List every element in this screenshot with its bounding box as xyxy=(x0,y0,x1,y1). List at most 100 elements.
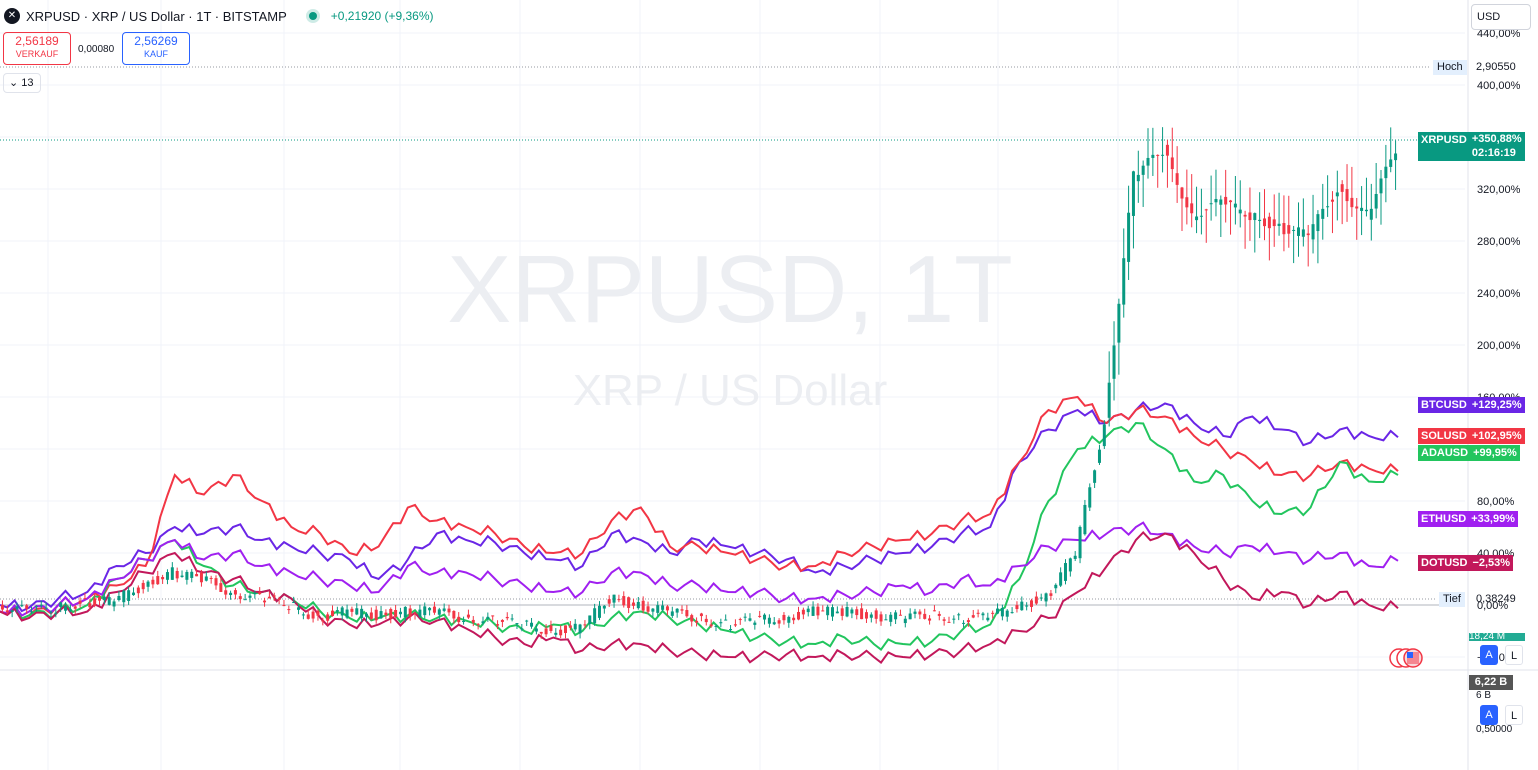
candle-body xyxy=(471,619,475,623)
candle-body xyxy=(675,608,679,613)
candle-body xyxy=(641,600,645,611)
candle-body xyxy=(408,608,412,617)
candle-body xyxy=(1165,144,1169,156)
log-scale-button-2[interactable]: L xyxy=(1505,705,1523,725)
candle-body xyxy=(903,618,907,624)
candle-body xyxy=(593,608,597,624)
candle-body xyxy=(918,611,922,615)
candle-body xyxy=(607,599,611,604)
candle-body xyxy=(102,596,106,601)
candle-body xyxy=(733,624,737,626)
candle-body xyxy=(54,612,58,614)
candle-body xyxy=(496,624,500,626)
candle-body xyxy=(462,620,466,622)
candle-body xyxy=(564,625,568,634)
candle-body xyxy=(894,612,898,620)
candle-body xyxy=(1263,218,1267,227)
candle-body xyxy=(355,608,359,615)
candle-body xyxy=(685,610,689,617)
candle-body xyxy=(335,610,339,612)
candle-body xyxy=(738,619,742,621)
candle-body xyxy=(631,602,635,606)
candle-body xyxy=(1229,200,1233,203)
candle-body xyxy=(1030,600,1034,607)
volume-bottom-label: 0,50000 xyxy=(1476,725,1513,735)
candle-body xyxy=(554,632,558,635)
candle-body xyxy=(777,620,781,624)
candle-body xyxy=(1093,470,1097,483)
candle-body xyxy=(428,607,432,611)
price-change: +0,21920 (+9,36%) xyxy=(330,9,434,23)
candle-body xyxy=(1073,555,1077,559)
log-scale-button[interactable]: L xyxy=(1505,645,1523,665)
candle-body xyxy=(297,607,301,610)
candle-body xyxy=(845,606,849,617)
candle-body xyxy=(432,606,436,613)
buy-button[interactable]: 2,56269 KAUF xyxy=(122,32,190,65)
candle-body xyxy=(204,576,208,581)
candle-body xyxy=(957,614,961,616)
candle-body xyxy=(1369,208,1373,220)
candle-body xyxy=(1219,199,1223,205)
candle-body xyxy=(1185,197,1189,208)
candle-body xyxy=(835,611,839,614)
symbol-title[interactable]: XRPUSD · XRP / US Dollar · 1T · BITSTAMP xyxy=(26,8,287,24)
auto-scale-button[interactable]: A xyxy=(1480,645,1498,665)
candle-body xyxy=(156,576,160,585)
candle-body xyxy=(272,595,276,597)
candle-body xyxy=(1389,159,1393,167)
candle-body xyxy=(680,609,684,611)
candle-body xyxy=(869,614,873,618)
candle-body xyxy=(889,614,893,622)
candle-body xyxy=(326,614,330,621)
candle-body xyxy=(1374,193,1378,209)
candle-body xyxy=(884,619,888,621)
candle-body xyxy=(10,610,14,612)
candle-body xyxy=(1238,209,1242,214)
market-open-icon xyxy=(308,12,317,20)
candle-body xyxy=(525,620,529,622)
candle-body xyxy=(879,614,883,622)
y-axis-label: 440,00% xyxy=(1477,28,1521,40)
candle-body xyxy=(1088,487,1092,508)
candle-body xyxy=(263,600,267,603)
candle-body xyxy=(787,616,791,623)
candle-body xyxy=(1131,171,1135,216)
candle-body xyxy=(39,604,43,606)
indicators-toggle[interactable]: ⌄ 13 xyxy=(3,73,41,93)
candle-body xyxy=(976,612,980,614)
candle-body xyxy=(923,613,927,619)
candle-body xyxy=(1015,605,1019,610)
candle-body xyxy=(418,609,422,617)
candle-body xyxy=(364,613,368,617)
candle-body xyxy=(578,624,582,634)
xrp-pct: +350,88% xyxy=(1471,133,1522,145)
candle-body xyxy=(311,611,315,619)
candle-body xyxy=(1253,213,1257,221)
candle-body xyxy=(277,598,281,600)
candle-body xyxy=(141,582,145,590)
candle-body xyxy=(20,605,24,607)
candle-body xyxy=(864,612,868,619)
economic-events-icon[interactable] xyxy=(1388,647,1432,669)
candle-body xyxy=(530,622,534,627)
candle-body xyxy=(986,617,990,621)
sell-button[interactable]: 2,56189 VERKAUF xyxy=(3,32,71,65)
candle-body xyxy=(331,610,335,617)
candle-body xyxy=(49,611,53,613)
auto-scale-button-2[interactable]: A xyxy=(1480,705,1498,725)
candle-body xyxy=(5,610,9,613)
y-axis-label: 80,00% xyxy=(1477,496,1515,508)
candle-body xyxy=(1039,597,1043,599)
candle-body xyxy=(340,607,344,616)
candle-body xyxy=(860,608,864,620)
buy-label: KAUF xyxy=(143,49,168,59)
candle-body xyxy=(360,608,364,618)
candle-body xyxy=(214,578,218,586)
candle-body xyxy=(253,592,257,594)
candle-body xyxy=(947,621,951,623)
candle-body xyxy=(1243,214,1247,217)
currency-select[interactable]: USD xyxy=(1471,4,1531,30)
candle-body xyxy=(1059,572,1063,586)
